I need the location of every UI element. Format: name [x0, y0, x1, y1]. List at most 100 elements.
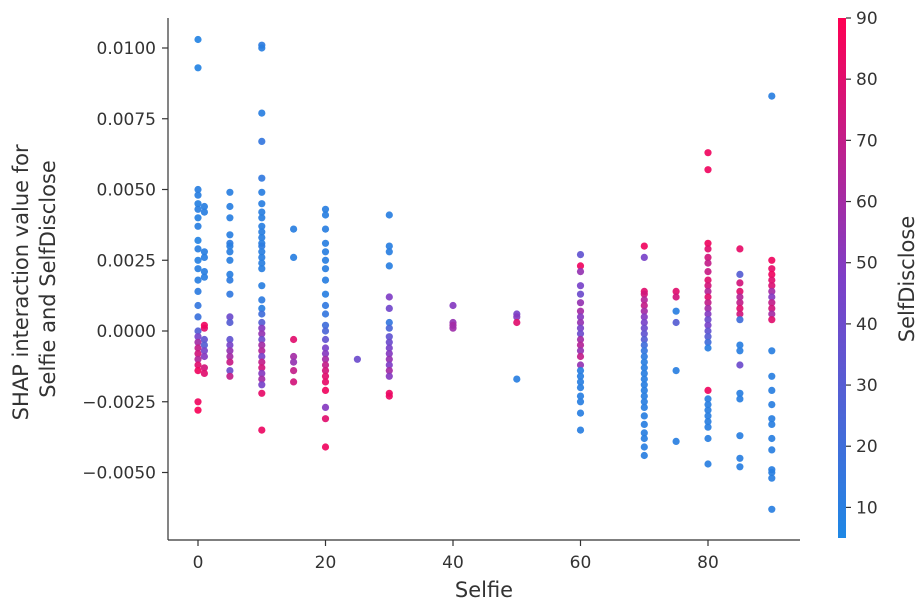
- data-point: [200, 248, 208, 256]
- data-point: [321, 367, 330, 375]
- data-point: [226, 352, 234, 361]
- data-point: [194, 191, 202, 199]
- data-point: [258, 375, 266, 383]
- data-point: [704, 423, 712, 431]
- data-point: [768, 505, 776, 513]
- data-point: [768, 265, 776, 273]
- data-point: [736, 299, 744, 307]
- data-point: [513, 375, 521, 383]
- data-point: [200, 268, 208, 276]
- data-point: [385, 361, 393, 369]
- data-point: [385, 344, 393, 352]
- data-point: [258, 174, 266, 182]
- data-point: [194, 214, 202, 222]
- data-point: [640, 451, 648, 460]
- data-point: [576, 352, 585, 361]
- data-point: [258, 242, 266, 250]
- data-point: [258, 222, 266, 230]
- data-point: [704, 304, 712, 312]
- data-point: [640, 335, 648, 344]
- data-point: [672, 437, 680, 445]
- data-point: [258, 234, 266, 242]
- data-point: [194, 301, 202, 310]
- data-point: [576, 392, 585, 400]
- data-point: [321, 403, 330, 411]
- data-point: [226, 313, 234, 321]
- data-point: [385, 372, 393, 380]
- data-point: [576, 299, 585, 307]
- data-point: [258, 137, 266, 145]
- data-point: [640, 392, 648, 400]
- data-point: [576, 251, 585, 259]
- data-point: [704, 268, 712, 276]
- data-point: [576, 335, 585, 344]
- data-point: [258, 389, 266, 397]
- data-point: [194, 338, 202, 346]
- data-point: [258, 214, 266, 222]
- data-point: [736, 347, 744, 355]
- data-point: [290, 367, 298, 375]
- data-point: [321, 225, 330, 233]
- data-point: [576, 330, 585, 338]
- data-point: [258, 44, 266, 52]
- data-point: [258, 304, 266, 312]
- data-point: [704, 253, 712, 261]
- data-point: [576, 384, 585, 392]
- data-point: [321, 301, 330, 310]
- data-point: [385, 262, 393, 270]
- data-point: [194, 327, 202, 335]
- data-point: [736, 361, 744, 369]
- data-point: [385, 338, 393, 346]
- colorbar-label: SelfDisclose: [895, 216, 919, 343]
- data-point: [321, 211, 330, 219]
- data-point: [576, 341, 585, 349]
- data-point: [640, 296, 648, 304]
- data-point: [290, 335, 298, 344]
- data-point: [321, 276, 330, 284]
- data-point: [704, 412, 712, 420]
- data-point: [768, 270, 776, 278]
- data-point: [704, 333, 712, 341]
- y-axis-label: SHAP interaction value for Selfie and Se…: [9, 138, 60, 421]
- data-point: [194, 245, 202, 253]
- data-point: [321, 335, 330, 344]
- data-point: [226, 231, 234, 239]
- data-point: [226, 347, 234, 355]
- data-point: [736, 341, 744, 349]
- data-point: [194, 367, 202, 375]
- data-point: [290, 378, 298, 386]
- data-point: [704, 418, 712, 426]
- data-point: [640, 429, 648, 437]
- data-point: [640, 290, 648, 298]
- x-tick-label: 0: [193, 553, 204, 573]
- data-point: [226, 335, 234, 344]
- data-point: [258, 296, 266, 304]
- data-point: [449, 324, 457, 332]
- data-point: [768, 468, 776, 477]
- data-point: [385, 318, 393, 327]
- colorbar-ticks: 10 20 30 40 50 60 70 80 90: [846, 9, 878, 518]
- data-point: [640, 301, 648, 310]
- data-point: [513, 318, 521, 327]
- data-point: [768, 474, 776, 482]
- data-point: [736, 454, 744, 462]
- data-point: [704, 166, 712, 174]
- scatter-points: [194, 35, 776, 513]
- data-point: [640, 352, 648, 361]
- data-point: [736, 389, 744, 397]
- data-point: [672, 287, 680, 295]
- data-point: [290, 352, 298, 361]
- data-point: [704, 287, 712, 295]
- data-point: [385, 324, 393, 332]
- data-point: [576, 367, 585, 375]
- data-point: [258, 259, 266, 267]
- data-point: [640, 375, 648, 383]
- data-point: [385, 355, 393, 363]
- data-point: [576, 282, 585, 290]
- data-point: [385, 367, 393, 375]
- data-point: [258, 369, 266, 377]
- data-point: [321, 239, 330, 247]
- data-point: [768, 310, 776, 318]
- data-point: [194, 344, 202, 352]
